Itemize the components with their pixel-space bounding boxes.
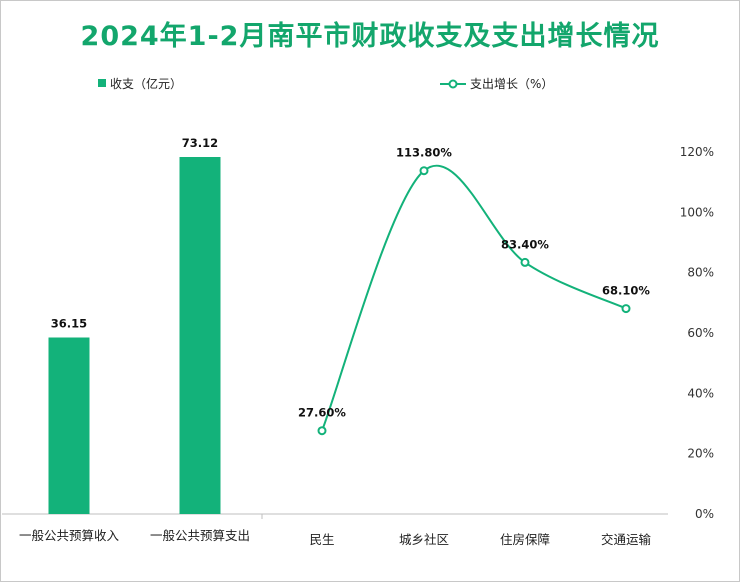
- growth-value-label: 27.60%: [298, 406, 346, 420]
- growth-point: [621, 304, 631, 314]
- growth-line-series: [321, 164, 627, 432]
- line-category-label: 住房保障: [500, 532, 550, 547]
- bar-legend-swatch: [98, 79, 106, 87]
- y-tick-label: 120%: [680, 145, 714, 159]
- y-tick-label: 20%: [687, 447, 714, 461]
- y-tick-label: 100%: [680, 205, 714, 219]
- bar-value-label: 73.12: [182, 136, 218, 150]
- bar-legend-label: 收支（亿元）: [110, 76, 182, 91]
- line-legend-label: 支出增长（%）: [470, 77, 553, 91]
- growth-value-label: 68.10%: [602, 284, 650, 298]
- bar-general-budget-expenditure: [179, 157, 221, 514]
- line-legend-marker: [448, 79, 458, 89]
- growth-value-label: 83.40%: [501, 237, 549, 251]
- y-tick-label: 40%: [687, 386, 714, 400]
- bar-category-label: 一般公共预算收入: [19, 528, 120, 543]
- y-tick-label: 0%: [695, 507, 714, 521]
- growth-point: [419, 166, 429, 176]
- chart-title: 2024年1-2月南平市财政收支及支出增长情况: [80, 21, 660, 52]
- line-category-label: 民生: [309, 532, 334, 547]
- growth-point: [520, 257, 530, 267]
- growth-point: [317, 426, 327, 436]
- line-category-label: 交通运输: [601, 532, 652, 547]
- growth-value-label: 113.80%: [396, 146, 452, 160]
- y-tick-label: 80%: [687, 266, 714, 280]
- bar-general-budget-revenue: [48, 337, 90, 514]
- line-category-label: 城乡社区: [399, 532, 449, 547]
- bar-category-label: 一般公共预算支出: [150, 528, 250, 543]
- bar-value-label: 36.15: [51, 317, 87, 331]
- y-tick-label: 60%: [687, 326, 714, 340]
